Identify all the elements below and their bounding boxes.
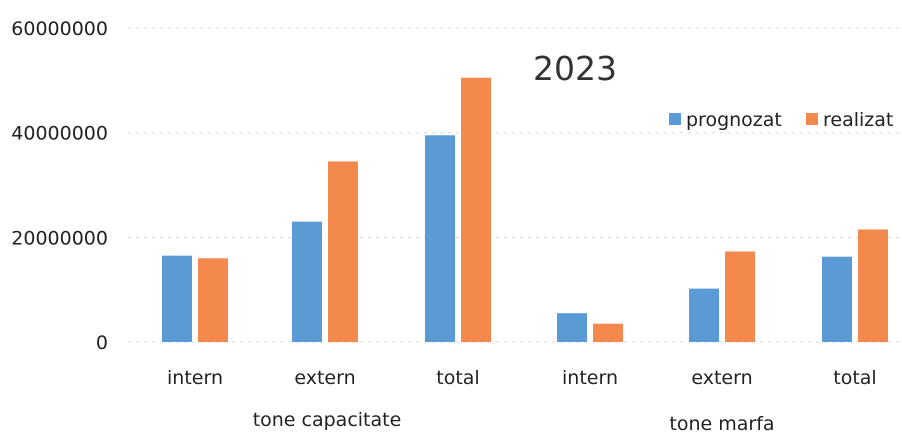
category-labels: intern extern total intern extern total xyxy=(167,367,877,389)
bar-prognozat-extern xyxy=(292,221,322,342)
legend-swatch-realizat xyxy=(806,113,818,125)
y-axis-ticks: 0 20000000 40000000 60000000 xyxy=(11,18,108,354)
bar-prognozat-total xyxy=(425,135,455,342)
bar-prognozat-extern xyxy=(689,288,719,342)
category-label: extern xyxy=(691,367,752,389)
y-tick-label: 0 xyxy=(96,332,108,354)
legend-label-realizat: realizat xyxy=(823,109,893,131)
category-label: extern xyxy=(294,367,355,389)
bar-realizat-total xyxy=(858,229,888,342)
group-label: tone capacitate xyxy=(253,409,402,431)
chart-title: 2023 xyxy=(533,49,617,88)
bar-realizat-extern xyxy=(725,251,755,342)
bar-realizat-intern xyxy=(593,323,623,342)
legend: prognozat realizat xyxy=(669,109,893,131)
bar-realizat-intern xyxy=(198,258,228,342)
gridlines xyxy=(128,27,900,343)
category-label: intern xyxy=(562,367,618,389)
y-tick-label: 20000000 xyxy=(11,227,108,249)
bars xyxy=(162,77,888,342)
bar-prognozat-intern xyxy=(162,255,192,342)
category-label: total xyxy=(436,367,479,389)
category-label: intern xyxy=(167,367,223,389)
group-label: tone marfa xyxy=(669,413,774,432)
bar-realizat-extern xyxy=(328,161,358,342)
legend-swatch-prognozat xyxy=(669,113,681,125)
group-labels: tone capacitate tone marfa xyxy=(253,409,775,432)
bar-prognozat-total xyxy=(822,256,852,342)
category-label: total xyxy=(833,367,876,389)
bar-prognozat-intern xyxy=(557,313,587,342)
legend-label-prognozat: prognozat xyxy=(686,109,782,131)
y-tick-label: 40000000 xyxy=(11,123,108,145)
bar-realizat-total xyxy=(461,77,491,342)
y-tick-label: 60000000 xyxy=(11,18,108,40)
